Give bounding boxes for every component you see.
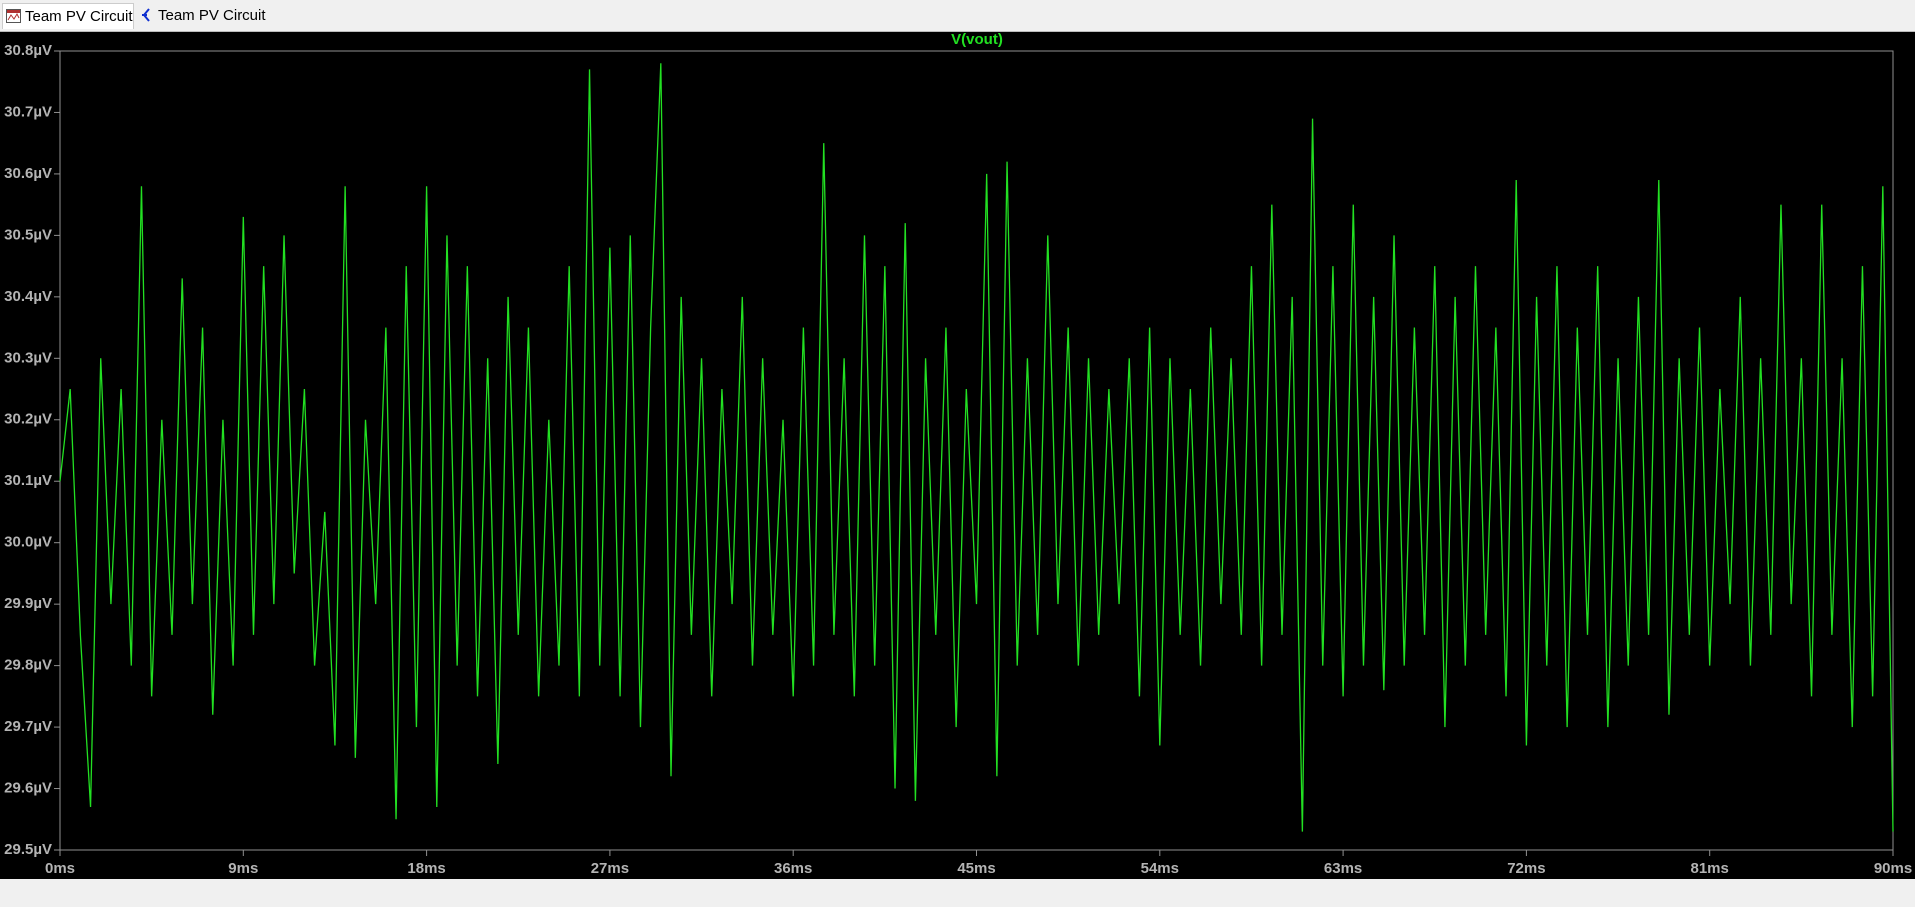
x-tick-label: 72ms: [1507, 860, 1545, 877]
x-tick-label: 0ms: [45, 860, 75, 877]
tab-icon: [142, 8, 150, 22]
tab[interactable]: Team PV Circuit: [136, 3, 282, 28]
tab-label: Team PV Circuit: [25, 8, 133, 25]
x-tick-label: 63ms: [1324, 860, 1362, 877]
data-line: [59, 63, 1894, 832]
y-tick-label: 30.6µV: [4, 165, 52, 182]
y-tick-label: 30.5µV: [4, 226, 52, 243]
y-tick-label: 30.0µV: [4, 534, 52, 551]
y-tick-label: 30.7µV: [4, 103, 52, 120]
tab[interactable]: Team PV Circuit: [2, 3, 134, 29]
chart: V(vout) 29.5µV 29.6µV 29.7µV 29.8µV 29.9µV 30…: [0, 32, 1915, 879]
x-tick-label: 81ms: [1691, 860, 1729, 877]
plot-background: [0, 32, 1915, 879]
x-tick-label: 27ms: [591, 860, 629, 877]
tab-label: Team PV Circuit: [158, 7, 266, 24]
y-tick-label: 29.8µV: [4, 657, 52, 674]
y-tick-label: 30.4µV: [4, 288, 52, 305]
x-tick-label: 9ms: [228, 860, 258, 877]
y-tick-label: 29.5µV: [4, 841, 52, 858]
x-tick-label: 54ms: [1141, 860, 1179, 877]
x-tick-label: 36ms: [774, 860, 812, 877]
tab-icon: [6, 9, 21, 23]
y-tick-label: 30.2µV: [4, 411, 52, 428]
y-tick-label: 30.3µV: [4, 349, 52, 366]
chart-title: V(vout): [951, 32, 1003, 48]
x-tick-label: 45ms: [957, 860, 995, 877]
tab-bar: Team PV Circuit Team PV Circuit: [0, 0, 1915, 32]
y-tick-label: 30.8µV: [4, 42, 52, 59]
y-tick-label: 29.9µV: [4, 595, 52, 612]
y-tick-label: 30.1µV: [4, 472, 52, 489]
y-tick-label: 29.6µV: [4, 780, 52, 797]
x-tick-label: 18ms: [407, 860, 445, 877]
status-bar: [0, 879, 1915, 907]
y-tick-label: 29.7µV: [4, 718, 52, 735]
x-tick-label: 90ms: [1874, 860, 1912, 877]
